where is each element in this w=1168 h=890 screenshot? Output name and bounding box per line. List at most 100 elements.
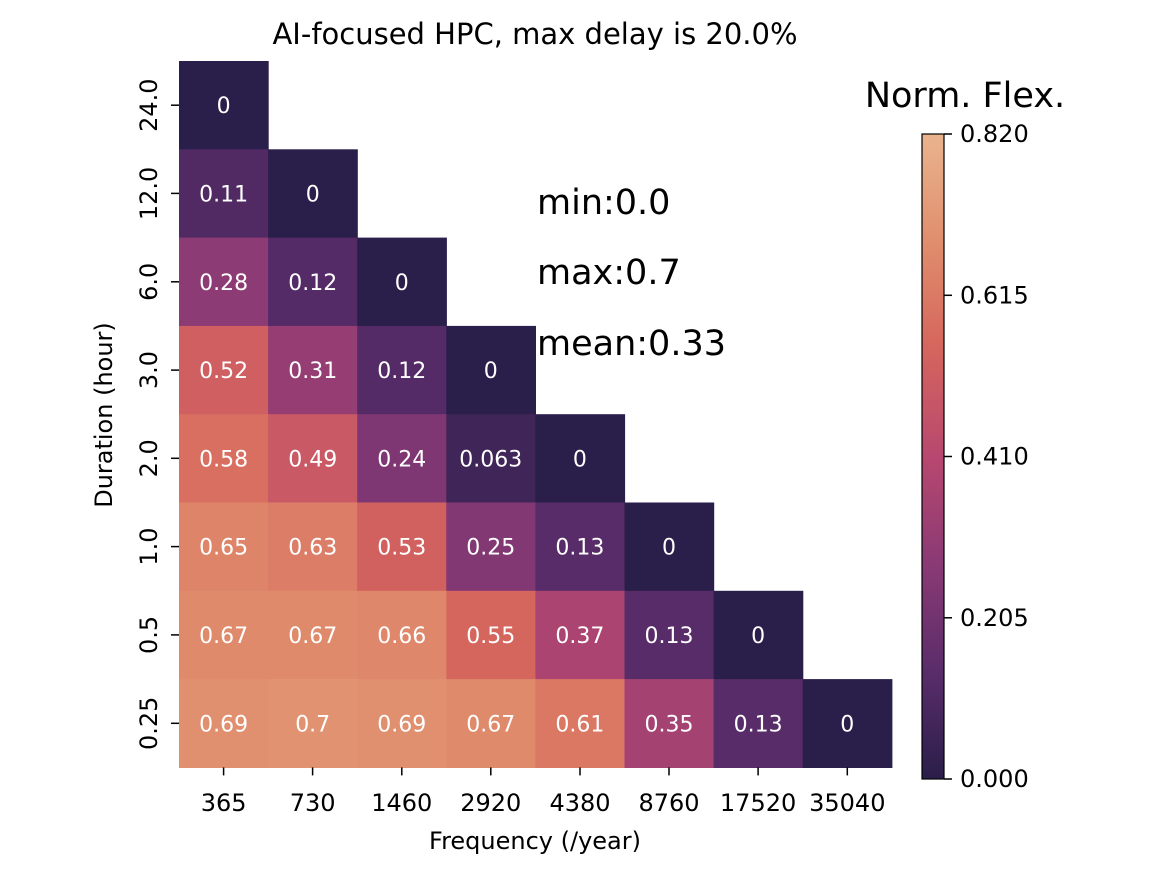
cell-value-label: 0: [484, 359, 498, 384]
cell-value-label: 0.31: [288, 359, 337, 384]
heatmap-cell: [535, 679, 626, 768]
y-tick-label: 1.0: [135, 528, 163, 566]
cell-value-label: 0.61: [555, 712, 604, 737]
cell-value-label: 0.66: [377, 624, 426, 649]
cell-value-label: 0.063: [459, 447, 522, 472]
cell-value-label: 0.67: [288, 624, 337, 649]
heatmap-cell: [357, 590, 447, 680]
y-axis-ticks: 24.0 12.0 6.0 3.0 2.0 1.0 0.5 0.25: [135, 78, 179, 750]
colorbar-ticks: 0.000 0.205 0.410 0.615 0.820: [944, 120, 1029, 793]
y-tick-label: 0.5: [135, 616, 163, 654]
cell-value-label: 0.13: [645, 624, 694, 649]
heatmap-cell: [357, 502, 447, 592]
heatmap-cell: [179, 414, 269, 504]
cell-labels: 0 0.11 0 0.28 0.12 0 0.52 0.31 0.12 0 0.58 0.49 0.24…: [199, 94, 854, 737]
cell-value-label: 0.67: [466, 712, 515, 737]
cell-value-label: 0.25: [466, 536, 515, 561]
cell-value-label: 0.11: [199, 183, 248, 208]
cell-value-label: 0.55: [466, 624, 515, 649]
heatmap-cell: [446, 679, 536, 768]
cell-value-label: 0: [217, 94, 231, 119]
y-tick-label: 24.0: [135, 78, 163, 131]
heatmap-cell: [179, 237, 269, 327]
colorbar-tick-label: 0.410: [960, 443, 1029, 471]
y-tick-label: 2.0: [135, 439, 163, 477]
cell-value-label: 0.13: [555, 536, 604, 561]
cell-value-label: 0.49: [288, 447, 337, 472]
heatmap-cell: [357, 237, 447, 327]
cell-value-label: 0.37: [555, 624, 604, 649]
cell-value-label: 0.28: [199, 271, 248, 296]
heatmap-cell: [268, 325, 358, 415]
x-tick-label: 35040: [809, 789, 885, 817]
heatmap-cell: [179, 679, 269, 768]
cell-value-label: 0.63: [288, 536, 337, 561]
heatmap-cell: [179, 502, 269, 592]
heatmap-cell: [535, 414, 626, 504]
heatmap-cell: [268, 237, 358, 327]
colorbar-tick-label: 0.000: [960, 765, 1029, 793]
heatmap-cell: [179, 61, 269, 150]
heatmap-cell: [446, 502, 536, 592]
x-tick-label: 8760: [638, 789, 699, 817]
cell-value-label: 0.12: [288, 271, 337, 296]
heatmap-cell: [268, 502, 358, 592]
heatmap-cell: [357, 325, 447, 415]
colorbar-title: Norm. Flex.: [865, 76, 1065, 116]
heatmap-cell: [357, 679, 447, 768]
cell-value-label: 0.12: [377, 359, 426, 384]
heatmap-cell: [713, 590, 804, 680]
heatmap-cell: [446, 590, 536, 680]
x-tick-label: 4380: [549, 789, 610, 817]
heatmap-cell: [802, 679, 893, 768]
cell-value-label: 0.53: [377, 536, 426, 561]
heatmap-cell: [268, 414, 358, 504]
cell-value-label: 0.69: [199, 712, 248, 737]
stat-mean: mean:0.33: [537, 324, 726, 364]
cell-value-label: 0.13: [734, 712, 783, 737]
x-tick-label: 2920: [460, 789, 521, 817]
cell-value-label: 0.65: [199, 536, 248, 561]
heatmap-cell: [624, 502, 715, 592]
x-axis-ticks: 365 730 1460 2920 4380 8760 17520 35040: [201, 767, 885, 817]
x-axis-label: Frequency (/year): [429, 827, 641, 855]
heatmap-cell: [179, 590, 269, 680]
heatmap-cell: [446, 325, 536, 415]
cell-value-label: 0.58: [199, 447, 248, 472]
x-tick-label: 1460: [371, 789, 432, 817]
stat-max: max:0.7: [537, 253, 681, 293]
cell-value-label: 0.24: [377, 447, 426, 472]
y-tick-label: 12.0: [135, 167, 163, 220]
heatmap-cell: [179, 325, 269, 415]
cell-value-label: 0.35: [645, 712, 694, 737]
heatmap-cell: [268, 149, 358, 239]
heatmap-cell: [179, 149, 269, 239]
cell-value-label: 0: [573, 447, 587, 472]
colorbar-tick-label: 0.820: [960, 120, 1029, 148]
heatmap-cell: [268, 679, 358, 768]
cell-value-label: 0: [840, 712, 854, 737]
chart-title: AI-focused HPC, max delay is 20.0%: [272, 17, 797, 51]
heatmap-cell: [624, 679, 715, 768]
x-tick-label: 365: [201, 789, 247, 817]
stat-min: min:0.0: [537, 183, 670, 223]
heatmap-cells: [179, 61, 893, 768]
heatmap-cell: [357, 414, 447, 504]
cell-value-label: 0: [751, 624, 765, 649]
y-axis-label: Duration (hour): [90, 322, 118, 508]
cell-value-label: 0: [395, 271, 409, 296]
x-tick-label: 730: [290, 789, 336, 817]
heatmap-cell: [446, 414, 536, 504]
cell-value-label: 0.67: [199, 624, 248, 649]
x-tick-label: 17520: [720, 789, 796, 817]
heatmap-cell: [268, 590, 358, 680]
y-tick-label: 6.0: [135, 263, 163, 301]
y-tick-label: 3.0: [135, 351, 163, 389]
heatmap-cell: [624, 590, 715, 680]
colorbar-tick-label: 0.615: [960, 281, 1029, 309]
cell-value-label: 0: [662, 536, 676, 561]
cell-value-label: 0.7: [295, 712, 330, 737]
cell-value-label: 0: [306, 183, 320, 208]
